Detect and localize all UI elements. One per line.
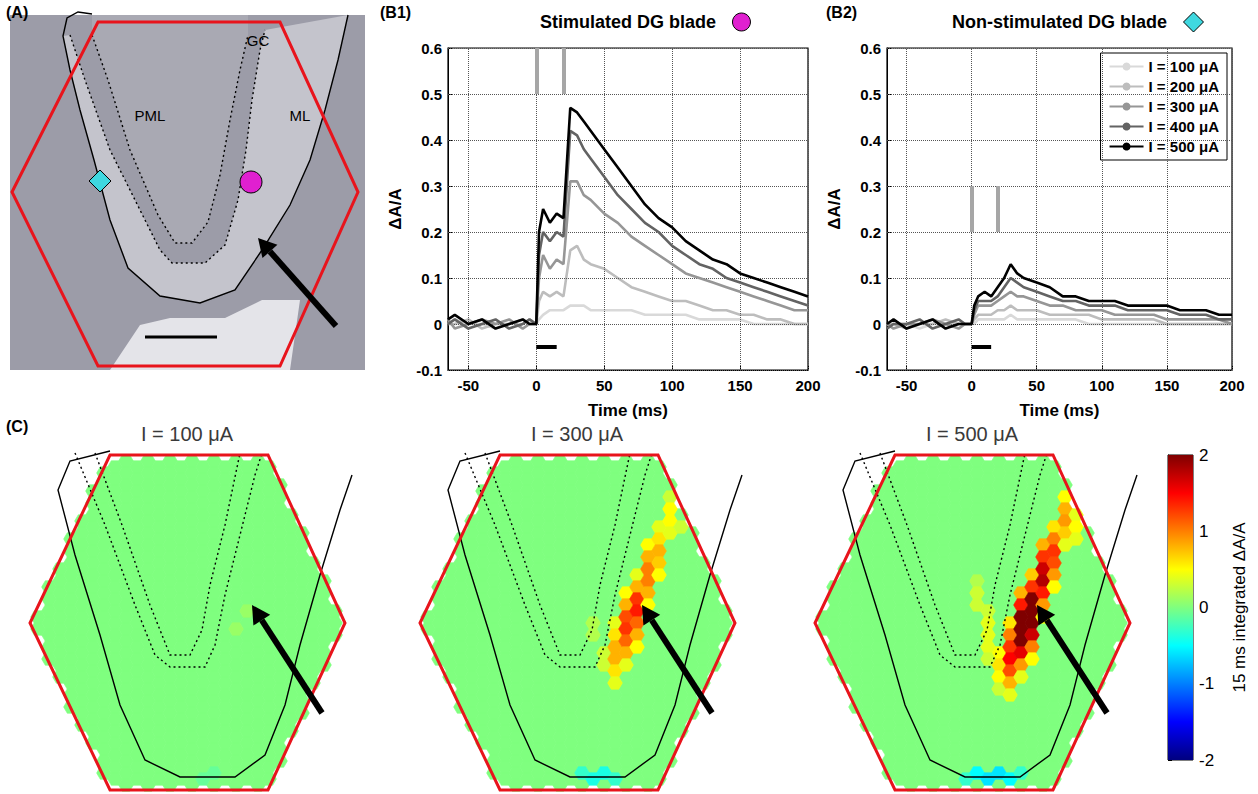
- svg-text:2: 2: [1199, 446, 1208, 465]
- svg-text:(B1): (B1): [380, 4, 411, 21]
- svg-text:0: 0: [967, 377, 975, 394]
- svg-text:0.4: 0.4: [860, 132, 882, 149]
- svg-text:-0.1: -0.1: [416, 362, 442, 379]
- svg-text:(B2): (B2): [826, 4, 857, 21]
- svg-text:I = 100 μA: I = 100 μA: [1149, 58, 1220, 75]
- svg-text:0: 0: [873, 316, 881, 333]
- svg-text:0.5: 0.5: [860, 86, 881, 103]
- svg-text:PML: PML: [135, 107, 166, 124]
- svg-text:ML: ML: [290, 107, 311, 124]
- svg-text:0: 0: [1199, 598, 1208, 617]
- svg-text:I = 500 μA: I = 500 μA: [1148, 138, 1219, 155]
- svg-text:I = 400 μA: I = 400 μA: [1149, 118, 1220, 135]
- svg-text:Non-stimulated DG blade: Non-stimulated DG blade: [952, 12, 1167, 32]
- svg-text:0.2: 0.2: [860, 224, 881, 241]
- svg-text:0.3: 0.3: [421, 178, 442, 195]
- svg-text:0: 0: [434, 316, 442, 333]
- svg-text:I = 500 μA: I = 500 μA: [926, 423, 1019, 445]
- svg-text:100: 100: [660, 377, 685, 394]
- svg-text:200: 200: [795, 377, 820, 394]
- svg-text:200: 200: [1219, 377, 1244, 394]
- svg-text:0.4: 0.4: [421, 132, 443, 149]
- svg-text:1: 1: [1199, 522, 1208, 541]
- svg-text:0: 0: [532, 377, 540, 394]
- svg-text:0.6: 0.6: [860, 40, 881, 57]
- svg-text:Stimulated DG blade: Stimulated DG blade: [540, 12, 716, 32]
- svg-text:(A): (A): [6, 4, 28, 21]
- svg-text:50: 50: [596, 377, 613, 394]
- svg-text:0.6: 0.6: [421, 40, 442, 57]
- svg-text:-1: -1: [1199, 674, 1214, 693]
- svg-text:I = 300 μA: I = 300 μA: [531, 423, 624, 445]
- svg-text:ΔA/A: ΔA/A: [825, 188, 844, 230]
- svg-text:0.5: 0.5: [421, 86, 442, 103]
- svg-text:0.1: 0.1: [860, 270, 881, 287]
- svg-text:150: 150: [1154, 377, 1179, 394]
- svg-text:0.2: 0.2: [421, 224, 442, 241]
- svg-text:0.1: 0.1: [421, 270, 442, 287]
- svg-text:Time (ms): Time (ms): [1020, 401, 1100, 420]
- svg-text:15 ms integrated ΔA/A: 15 ms integrated ΔA/A: [1230, 522, 1249, 693]
- svg-text:-50: -50: [458, 377, 480, 394]
- svg-text:Time (ms): Time (ms): [588, 401, 668, 420]
- svg-text:0.3: 0.3: [860, 178, 881, 195]
- svg-text:-50: -50: [896, 377, 918, 394]
- svg-text:I = 100 μA: I = 100 μA: [141, 423, 234, 445]
- svg-text:100: 100: [1089, 377, 1114, 394]
- svg-text:I = 200 μA: I = 200 μA: [1149, 78, 1220, 95]
- svg-text:(C): (C): [6, 418, 28, 435]
- svg-text:ΔA/A: ΔA/A: [386, 188, 405, 230]
- svg-text:GC: GC: [247, 32, 270, 49]
- svg-text:-2: -2: [1199, 751, 1214, 770]
- svg-text:50: 50: [1028, 377, 1045, 394]
- svg-text:150: 150: [728, 377, 753, 394]
- svg-text:-0.1: -0.1: [855, 362, 881, 379]
- svg-text:I = 300 μA: I = 300 μA: [1149, 98, 1220, 115]
